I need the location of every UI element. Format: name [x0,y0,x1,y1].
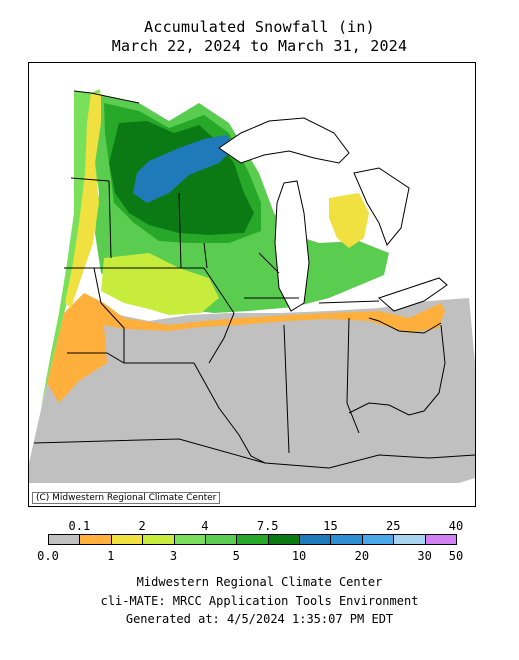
legend-swatch [361,534,395,545]
legend-top-label: 2 [138,519,146,533]
map-date-range: March 22, 2024 to March 31, 2024 [111,37,408,55]
legend-bottom-label: 30 [417,549,432,563]
legend-top-label: 4 [201,519,209,533]
map-title: Accumulated Snowfall (in) [144,18,375,36]
legend-swatch [204,534,238,545]
snow-blue-region [133,135,234,203]
snow-yellow-michigan [329,193,369,248]
footer-generated: Generated at: 4/5/2024 1:35:07 PM EDT [125,612,394,626]
state-boundaries [33,90,475,469]
legend-swatch [142,534,175,545]
legend-bottom-label: 50 [448,549,464,563]
footer-tool: cli-MATE: MRCC Application Tools Environ… [100,594,419,608]
legend-swatch [393,534,426,545]
legend-bottom-label: 10 [291,549,307,563]
legend-top-label: 25 [385,519,401,533]
legend-top-label: 15 [323,519,338,533]
legend-swatch [299,534,332,545]
map-canvas [29,63,475,483]
copyright-notice: (C) Midwestern Regional Climate Center [32,492,221,504]
lake-shorelines [218,117,448,312]
legend-bottom-label: 5 [232,549,240,563]
color-legend: 0.1 2 4 7.5 15 25 40 0.0 1 3 5 10 20 30 50 [0,510,519,570]
legend-swatch [110,534,144,545]
legend-swatch [173,534,206,545]
legend-swatch [236,534,269,545]
snow-yellow-region [65,93,101,308]
legend-swatch [424,534,457,545]
lake-erie [379,278,447,311]
no-snow-region [29,298,475,483]
legend-bottom-label: 3 [169,549,178,563]
legend-swatch [48,534,81,545]
footer-organization: Midwestern Regional Climate Center [136,575,383,589]
lake-huron [354,168,409,245]
legend-bottom-label: 1 [107,549,115,563]
legend-swatch [267,534,301,545]
lake-michigan [275,181,309,311]
outside-region-top [29,63,475,298]
legend-top-label: 0.1 [68,519,91,533]
legend-top-label: 7.5 [256,519,279,533]
legend-swatch [79,534,112,545]
snow-orange-region [47,293,445,403]
legend-top-label: 40 [448,519,464,533]
legend-swatch [330,534,363,545]
lake-superior [219,118,349,163]
legend-bottom-label: 0.0 [37,549,59,563]
snowfall-map: (C) Midwestern Regional Climate Center [28,62,476,507]
legend-bottom-label: 20 [354,549,370,563]
